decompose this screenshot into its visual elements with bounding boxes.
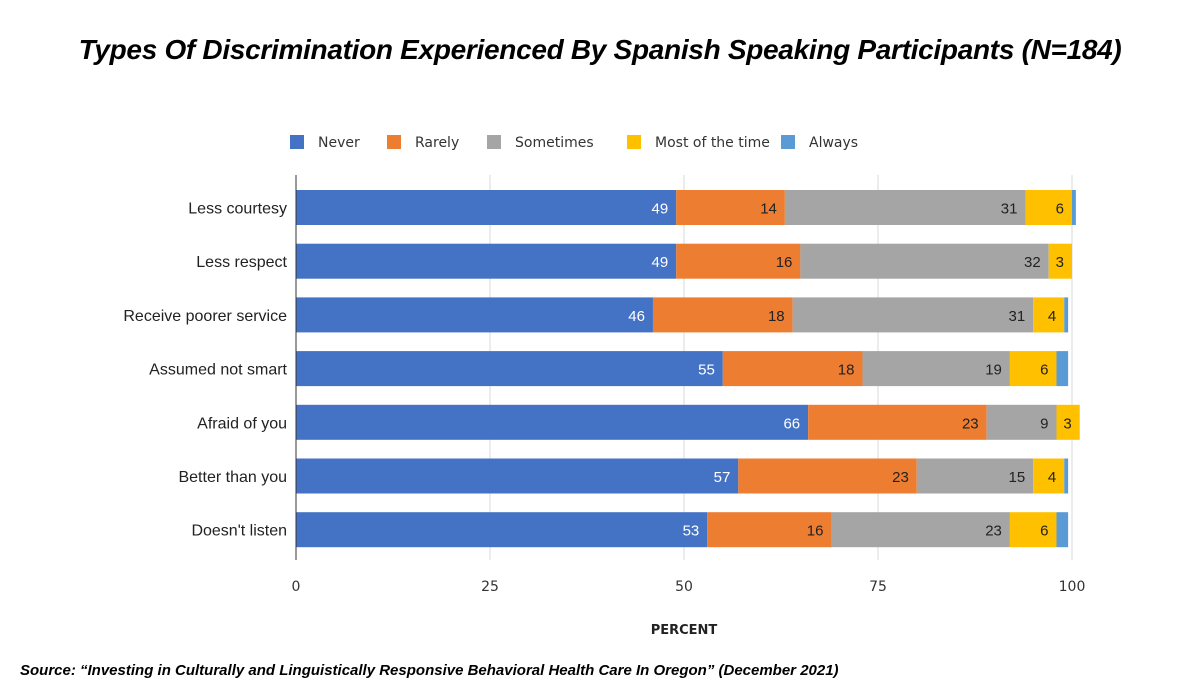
- x-tick-label: 100: [1059, 579, 1086, 595]
- x-axis-ticks: 0 25 50 75 100: [292, 579, 1086, 595]
- bar-segment-never: [296, 297, 653, 333]
- data-label: 6: [1040, 523, 1048, 540]
- legend-swatch-rarely: [387, 135, 401, 149]
- x-tick-label: 0: [292, 579, 301, 595]
- bar-segment-always: [1056, 351, 1069, 387]
- category-label: Assumed not smart: [149, 362, 287, 379]
- data-label: 53: [683, 523, 700, 540]
- data-label: 6: [1040, 362, 1048, 379]
- category-label: Better than you: [178, 469, 287, 486]
- data-label: 9: [1040, 415, 1048, 432]
- bar-segment-always: [1064, 458, 1069, 494]
- bar-segment-sometimes: [792, 297, 1034, 333]
- data-label: 19: [985, 362, 1002, 379]
- category-label: Less courtesy: [188, 201, 287, 218]
- bar-segment-most-of-the-time: [1025, 190, 1072, 225]
- category-labels: Less courtesy Less respect Receive poorer …: [123, 201, 287, 540]
- data-label: 18: [768, 308, 785, 325]
- x-tick-label: 75: [869, 579, 887, 595]
- data-label: 23: [985, 523, 1002, 540]
- data-label: 31: [1009, 308, 1026, 325]
- bar-segment-never: [296, 458, 739, 494]
- bar-segment-never: [296, 190, 677, 225]
- bar-segment-sometimes: [800, 243, 1049, 279]
- x-tick-label: 25: [481, 579, 499, 595]
- bar-segment-most-of-the-time: [1009, 351, 1057, 387]
- bar-segment-sometimes: [986, 404, 1057, 440]
- bar-segment-never: [296, 351, 723, 387]
- legend-label: Rarely: [415, 135, 459, 151]
- x-axis-title: PERCENT: [651, 623, 718, 638]
- data-label: 49: [652, 254, 669, 271]
- bar-segment-sometimes: [916, 458, 1034, 494]
- bar-segment-sometimes: [831, 512, 1010, 548]
- bar-segment-most-of-the-time: [1009, 512, 1057, 548]
- chart-title: Types Of Discrimination Experienced By S…: [78, 34, 1122, 65]
- bar-segment-sometimes: [862, 351, 1010, 387]
- bar-segment-rarely: [707, 512, 832, 548]
- data-label: 4: [1048, 308, 1056, 325]
- legend-label: Most of the time: [655, 135, 770, 151]
- data-label: 66: [783, 415, 800, 432]
- legend-swatch-sometimes: [487, 135, 501, 149]
- data-label: 14: [760, 201, 777, 218]
- bar-segment-rarely: [722, 351, 863, 387]
- data-label: 31: [1001, 201, 1018, 218]
- data-label: 32: [1024, 254, 1041, 271]
- legend: Never Rarely Sometimes Most of the time Alwa…: [290, 135, 858, 151]
- bar-segment-most-of-the-time: [1048, 243, 1072, 279]
- data-label: 6: [1056, 201, 1064, 218]
- bar-segment-rarely: [676, 243, 801, 279]
- data-label: 46: [628, 308, 645, 325]
- bar-segment-always: [1072, 190, 1076, 225]
- bar-segment-never: [296, 404, 809, 440]
- source-note: Source: “Investing in Culturally and Lin…: [20, 662, 839, 679]
- bar-segment-always: [1064, 297, 1069, 333]
- data-label: 23: [962, 415, 979, 432]
- bar-segment-never: [296, 243, 677, 279]
- data-label: 55: [698, 362, 715, 379]
- data-label: 15: [1009, 469, 1026, 486]
- bar-segment-rarely: [738, 458, 917, 494]
- data-label: 16: [776, 254, 793, 271]
- stacked-bar-chart: Never Rarely Sometimes Most of the time Alwa…: [123, 135, 1086, 638]
- bar-segment-sometimes: [784, 190, 1026, 225]
- bar-segment-rarely: [808, 404, 987, 440]
- legend-label: Never: [318, 135, 360, 151]
- legend-swatch-never: [290, 135, 304, 149]
- bar-segment-rarely: [652, 297, 793, 333]
- legend-label: Sometimes: [515, 135, 594, 151]
- data-label: 49: [652, 201, 669, 218]
- data-label: 18: [838, 362, 855, 379]
- data-label: 23: [892, 469, 909, 486]
- data-label: 3: [1056, 254, 1064, 271]
- legend-swatch-always: [781, 135, 795, 149]
- bar-segment-most-of-the-time: [1033, 458, 1065, 494]
- bar-segment-always: [1056, 512, 1069, 548]
- category-label: Less respect: [196, 254, 287, 271]
- category-label: Doesn't listen: [191, 523, 287, 540]
- bar-segment-most-of-the-time: [1056, 404, 1080, 440]
- category-label: Receive poorer service: [123, 308, 287, 325]
- data-label: 3: [1063, 415, 1071, 432]
- data-label: 16: [807, 523, 824, 540]
- data-label: 4: [1048, 469, 1056, 486]
- bar-segment-never: [296, 512, 708, 548]
- bar-segment-most-of-the-time: [1033, 297, 1065, 333]
- legend-swatch-most-of-the-time: [627, 135, 641, 149]
- bars: 49 14 31 649 16 32 346 18 31 455 18 19 666 23 9 357 23 15…: [296, 190, 1080, 548]
- legend-label: Always: [809, 135, 858, 151]
- x-tick-label: 50: [675, 579, 693, 595]
- category-label: Afraid of you: [197, 415, 287, 432]
- data-label: 57: [714, 469, 731, 486]
- bar-segment-rarely: [676, 190, 785, 225]
